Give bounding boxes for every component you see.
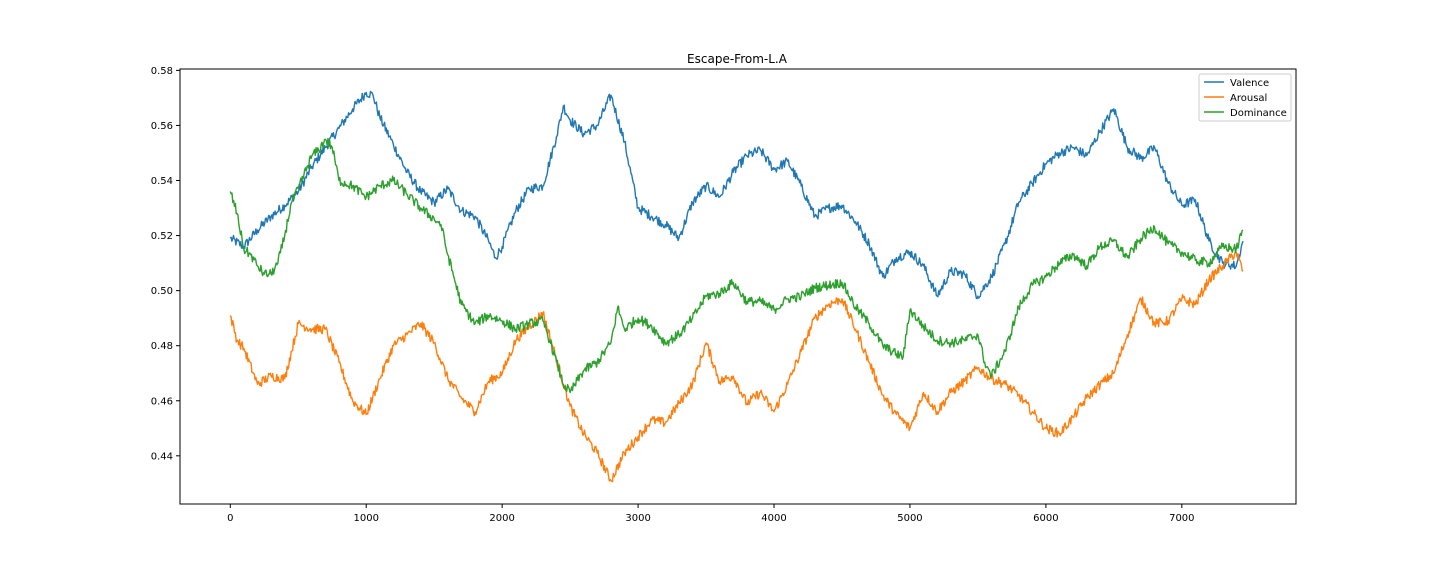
legend: Valence Arousal Dominance	[1198, 73, 1292, 122]
x-tick-label: 1000	[354, 513, 379, 524]
x-axis: 0 1000 2000 3000 4000 5000 6000 7000	[227, 504, 1195, 524]
y-tick-label: 0.48	[151, 341, 173, 352]
series-line-dominance	[229, 137, 1244, 394]
y-tick-label: 0.46	[151, 396, 173, 407]
y-tick-label: 0.54	[151, 176, 173, 187]
plot-area-frame	[179, 68, 1297, 505]
x-tick-label: 6000	[1033, 513, 1058, 524]
x-tick-label: 5000	[897, 513, 922, 524]
x-tick-label: 4000	[761, 513, 786, 524]
y-tick-label: 0.50	[151, 286, 173, 297]
series-line-arousal	[229, 251, 1244, 483]
legend-arousal-label: Arousal	[1230, 93, 1267, 104]
series-line-valence	[229, 90, 1244, 300]
y-tick-label: 0.56	[151, 121, 173, 132]
x-tick-label: 3000	[625, 513, 650, 524]
chart-title: Escape-From-L.A	[687, 52, 788, 66]
series-layer	[229, 90, 1244, 483]
y-tick-label: 0.58	[151, 66, 173, 77]
x-tick-label: 2000	[489, 513, 514, 524]
y-tick-label: 0.44	[151, 451, 173, 462]
legend-valence-label: Valence	[1230, 78, 1269, 89]
legend-box	[1198, 73, 1292, 122]
x-tick-label: 0	[227, 513, 233, 524]
y-tick-label: 0.52	[151, 231, 173, 242]
y-axis: 0.44 0.46 0.48 0.50 0.52 0.54 0.56 0.58	[151, 66, 180, 462]
legend-dominance-label: Dominance	[1230, 108, 1287, 119]
x-tick-label: 7000	[1169, 513, 1194, 524]
